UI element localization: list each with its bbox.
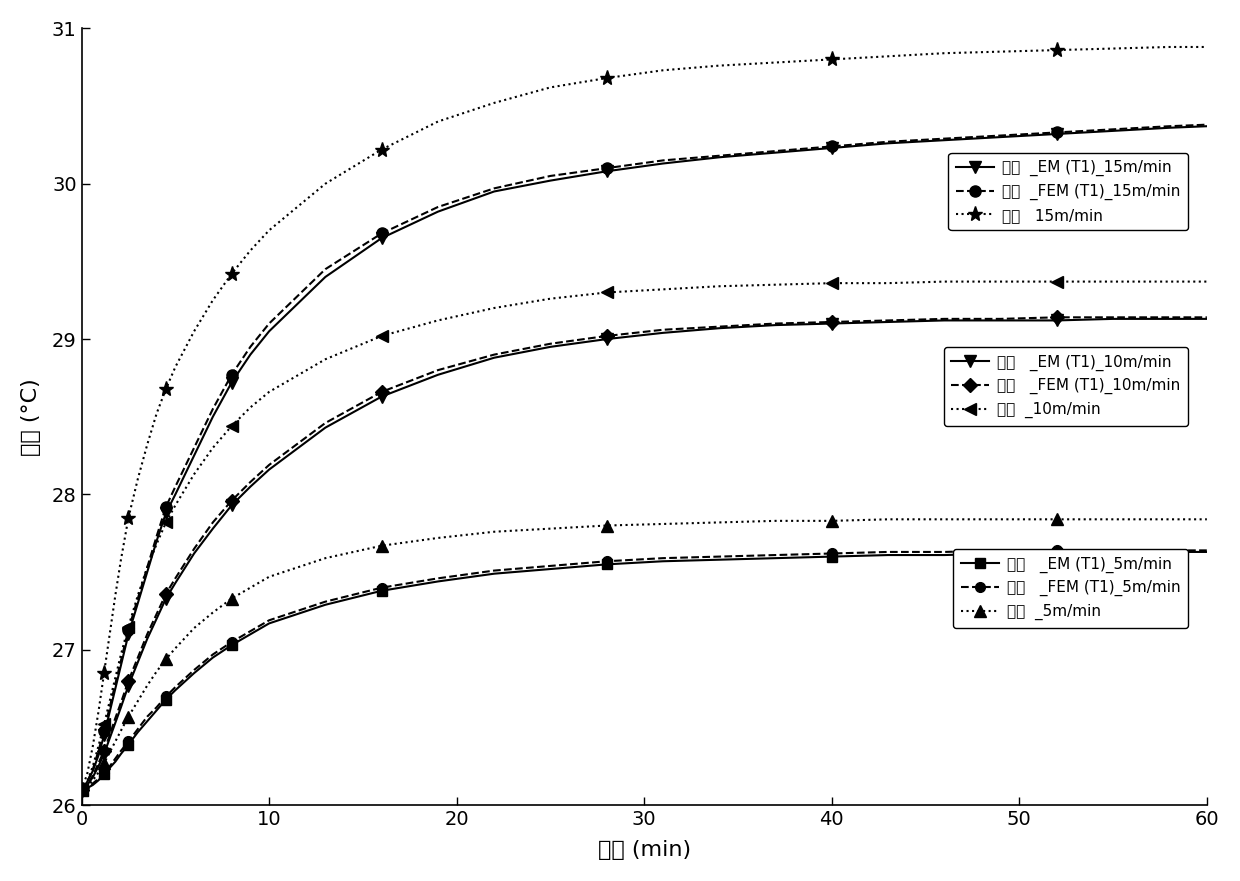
X-axis label: 时间 (min): 时间 (min)	[598, 840, 691, 860]
Legend: 表面   _EM (T1)_5m/min, 表面   _FEM (T1)_5m/min, 中心  _5m/min: 表面 _EM (T1)_5m/min, 表面 _FEM (T1)_5m/min,…	[954, 549, 1188, 628]
Y-axis label: 温度 (°C): 温度 (°C)	[21, 378, 41, 455]
